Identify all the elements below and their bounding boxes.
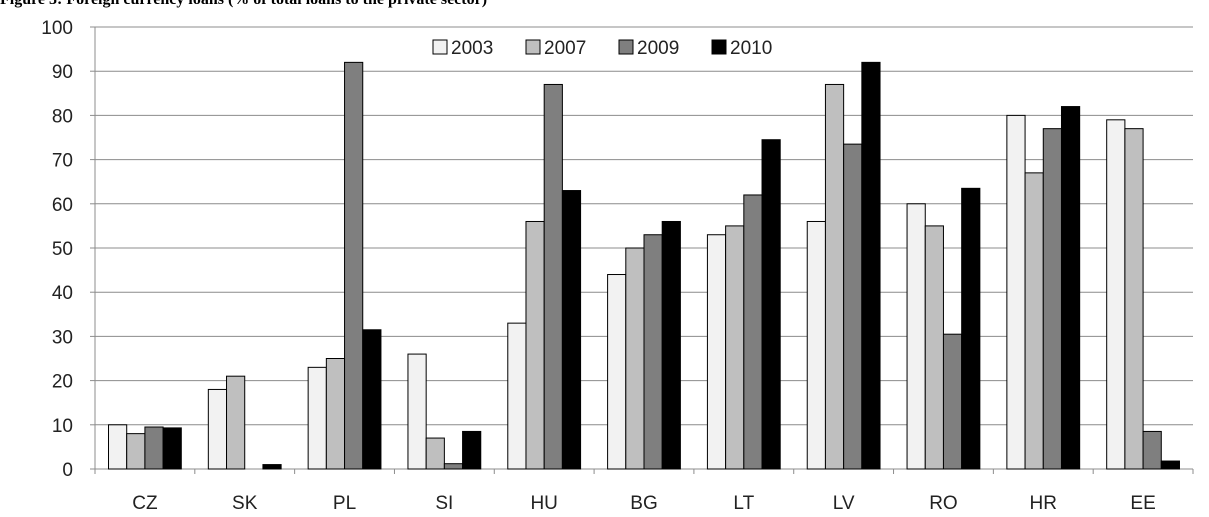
bar-sk-2003: [207, 388, 228, 470]
bar-ro-2010: [961, 187, 981, 470]
x-tick-label-hu: HU: [530, 493, 557, 514]
y-tick-label-100: 100: [41, 18, 73, 39]
bar-ee-2003: [1106, 119, 1126, 470]
legend-swatch-2003: [432, 39, 448, 55]
bar-hu-2009: [543, 83, 563, 470]
bar-hr-2007: [1024, 172, 1044, 470]
bar-pl-2003: [307, 366, 327, 470]
bar-ee-2007: [1124, 128, 1144, 470]
bar-hu-2003: [507, 322, 527, 470]
bar-ro-2003: [906, 203, 926, 470]
y-tick-label-20: 20: [52, 372, 73, 393]
x-tick-label-si: SI: [435, 493, 453, 514]
y-tick-labels: 0 10 20 30 40 50 60 70 80 90 100: [41, 18, 73, 481]
bar-cz-2003: [108, 424, 128, 470]
bar-hr-2009: [1042, 128, 1062, 470]
x-tick-label-ro: RO: [929, 493, 958, 514]
bar-cz-2009: [144, 426, 164, 470]
x-tick-label-pl: PL: [333, 493, 356, 514]
bar-lt-2003: [706, 234, 727, 470]
y-tick-label-30: 30: [52, 327, 73, 348]
bar-pl-2007: [325, 358, 346, 470]
y-tick-label-10: 10: [52, 416, 73, 437]
x-tick-label-hr: HR: [1030, 493, 1057, 514]
bar-pl-2009: [344, 61, 364, 470]
x-tick-label-sk: SK: [232, 493, 258, 514]
bar-lv-2007: [824, 83, 845, 470]
bar-lv-2010: [861, 61, 881, 470]
legend-swatch-2009: [618, 39, 634, 55]
bar-pl-2010: [362, 329, 382, 470]
bar-ee-2009: [1142, 430, 1162, 470]
y-tick-label-0: 0: [62, 460, 73, 481]
bar-ee-2010: [1160, 460, 1180, 470]
bar-sk-2007: [226, 375, 246, 470]
bar-lv-2003: [806, 220, 826, 470]
x-tick-labels: CZ SK PL SI HU BG LT LV RO HR EE: [132, 493, 1156, 514]
figure-title: Figure 3: Foreign currency loans (% of t…: [0, 0, 487, 9]
legend-swatch-2007: [525, 39, 541, 55]
y-tick-label-40: 40: [52, 283, 73, 304]
y-tick-label-60: 60: [52, 195, 73, 216]
bar-lt-2010: [761, 139, 781, 470]
legend-label-2010: 2010: [730, 38, 772, 59]
legend-label-2009: 2009: [637, 38, 679, 59]
bar-cz-2007: [126, 433, 146, 470]
legend-swatch-2010: [711, 39, 727, 55]
bar-bg-2003: [607, 274, 627, 470]
bar-lv-2009: [843, 143, 863, 470]
bar-bg-2007: [625, 247, 645, 470]
bar-lt-2007: [725, 225, 745, 470]
legend: 2003 2007 2009 2010: [432, 38, 772, 59]
bar-si-2009: [443, 463, 464, 470]
bar-si-2007: [425, 437, 445, 470]
bars: [108, 61, 1180, 470]
x-tick-label-ee: EE: [1130, 493, 1155, 514]
x-tick-label-lt: LT: [733, 493, 754, 514]
y-tick-label-70: 70: [52, 151, 73, 172]
bar-ro-2007: [924, 225, 944, 470]
bar-si-2010: [462, 430, 482, 470]
y-tick-label-90: 90: [52, 62, 73, 83]
legend-label-2007: 2007: [544, 38, 586, 59]
bar-hu-2007: [525, 220, 545, 470]
x-tick-label-cz: CZ: [132, 493, 158, 514]
bar-sk-2010: [262, 464, 282, 470]
x-tick-label-bg: BG: [630, 493, 657, 514]
legend-label-2003: 2003: [451, 38, 493, 59]
bar-hu-2010: [561, 190, 582, 470]
bar-si-2003: [407, 353, 427, 470]
y-tick-label-80: 80: [52, 106, 73, 127]
bar-lt-2009: [743, 194, 763, 470]
bar-hr-2003: [1006, 114, 1026, 470]
bar-bg-2009: [643, 234, 663, 470]
bar-bg-2010: [661, 220, 681, 470]
x-tick-label-lv: LV: [833, 493, 855, 514]
y-tick-label-50: 50: [52, 239, 73, 260]
bar-ro-2009: [942, 333, 963, 470]
bar-hr-2010: [1060, 106, 1081, 470]
bar-cz-2010: [162, 427, 182, 470]
